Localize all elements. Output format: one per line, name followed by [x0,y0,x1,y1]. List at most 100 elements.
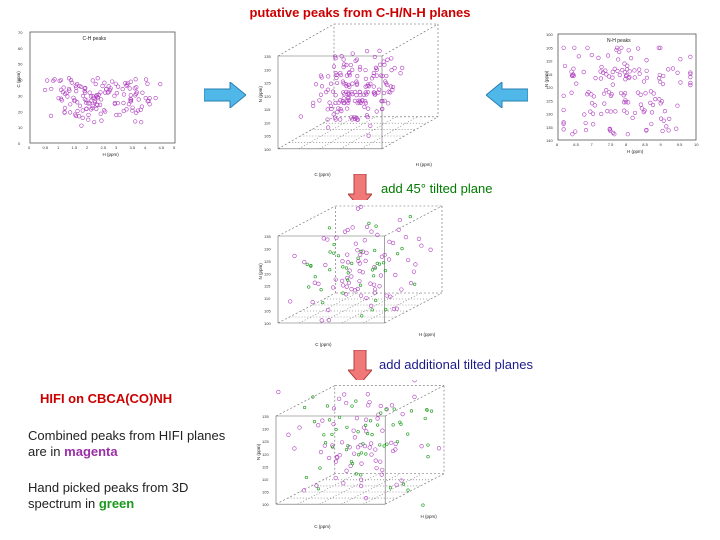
x-tick-label: 4 [144,145,147,150]
peak-marker [642,108,647,113]
handpicked-marker [322,433,326,437]
y-tick-label: 0 [18,141,21,146]
cube-mid-svg: 135 130 125 120 115 110 105 100 N (ppm) C (ppm) H … [258,204,443,347]
peak-marker [638,102,643,107]
peak-marker [368,281,373,286]
peak-marker [98,111,103,116]
peak-marker [666,128,671,133]
peak-marker [371,282,377,287]
peak-marker [334,75,339,81]
peak-marker [604,87,609,93]
peak-marker [344,89,349,94]
peak-marker [344,73,350,78]
peak-marker [378,403,383,409]
peak-marker [327,100,332,105]
handpicked-marker [406,488,410,492]
peak-marker [643,91,648,96]
peak-marker [599,64,604,70]
x-axis-label: C (ppm) [314,524,331,529]
handpicked-marker [311,395,315,399]
peak-marker [354,93,359,98]
peak-marker [345,252,350,257]
y-tick-label: 10 [18,125,23,130]
peak-marker [346,98,352,103]
peak-marker [112,100,117,106]
y-tick-label: 115 [546,72,553,77]
peak-marker [121,100,126,106]
peak-marker [90,78,95,83]
peak-marker [276,389,281,395]
peak-marker [570,132,575,137]
peak-marker [359,477,364,482]
peak-marker [390,84,396,90]
handpicked-marker [374,224,378,228]
z-tick-label: 135 [264,54,271,59]
peak-marker [610,69,615,74]
peak-marker [357,279,362,284]
cube-edge [277,205,336,237]
peak-marker [147,102,152,107]
peak-marker [355,117,361,122]
step1-label: add 45° tilted plane [381,181,493,196]
peak-marker [363,101,369,106]
peak-marker [324,90,329,95]
peak-marker [82,86,87,91]
y-tick-label: 105 [546,45,553,50]
handpicked-marker [303,405,307,410]
peak-marker [626,100,631,105]
peak-marker [86,112,91,118]
peak-marker [90,94,95,99]
peak-marker [649,121,654,127]
peak-marker [366,106,371,111]
peak-marker [350,81,355,86]
peak-marker [627,74,632,80]
left-arrow-icon [486,82,528,108]
peak-marker [637,71,642,76]
peak-marker [333,475,338,481]
peak-marker [97,102,103,108]
peak-marker [335,455,340,460]
peak-marker [616,57,621,62]
peak-marker [675,103,680,108]
peak-marker [366,133,371,138]
handpicked-marker [370,433,374,437]
peak-marker [384,293,389,298]
z-tick-label: 130 [262,427,269,432]
peak-marker [627,69,632,74]
y-tick-label: 50 [18,62,23,67]
peak-marker [362,238,367,243]
handpicked-marker [332,251,336,255]
peak-marker [355,286,360,292]
peak-marker [95,102,100,108]
peak-marker [363,258,368,263]
handpicked-marker [383,269,387,273]
peak-marker [389,56,394,61]
peak-marker [674,126,679,131]
handpicked-marker [346,444,350,448]
peak-marker [380,106,385,112]
cube-edge [384,292,443,324]
peak-marker [95,76,100,81]
peak-marker [61,85,66,90]
peak-marker [388,294,393,299]
x-tick-label: 7 [591,142,594,147]
peak-marker [375,416,380,421]
peak-marker [349,90,354,95]
peak-marker [625,63,630,68]
peak-marker [412,380,417,383]
y-axis-label: C (ppm) [16,71,21,88]
peak-marker [656,45,661,50]
peak-marker [121,108,126,114]
peak-marker [591,94,597,99]
handpicked-marker [304,475,308,480]
peak-marker [346,82,351,88]
peak-marker [94,106,99,111]
peak-marker [622,70,628,75]
peak-marker [341,96,346,101]
cube-edge [277,292,336,324]
peak-marker [576,54,581,59]
peak-marker [371,73,376,79]
peak-marker [675,70,680,75]
handpicked-marker [361,442,365,446]
peak-marker [610,75,615,80]
